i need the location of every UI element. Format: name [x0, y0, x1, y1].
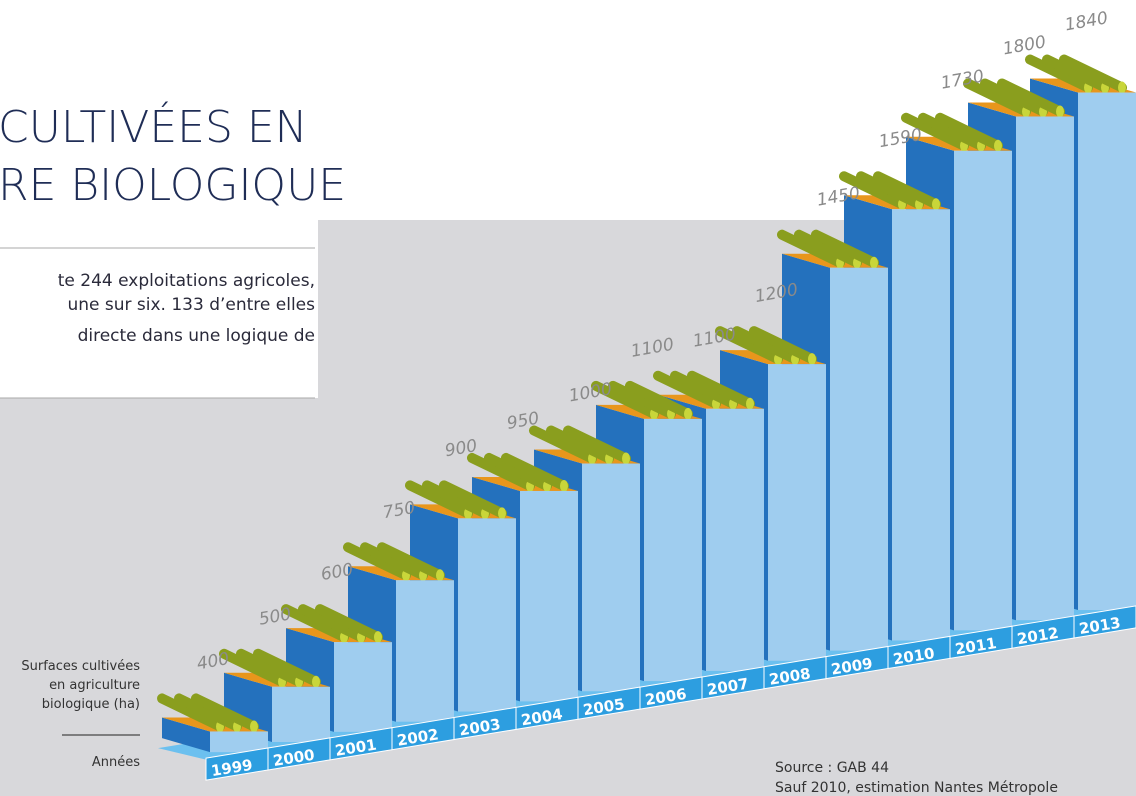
legend-text: en agriculture	[49, 678, 140, 693]
crop-decoration	[436, 569, 444, 581]
title: CULTIVÉES EN	[0, 100, 308, 153]
bar-front	[458, 518, 516, 711]
bar-front	[334, 642, 392, 732]
value-label: 1840	[1063, 8, 1109, 35]
crop-decoration	[808, 353, 816, 365]
bar-front	[830, 268, 888, 651]
crop-decoration	[932, 198, 940, 210]
value-label: 1800	[1001, 32, 1047, 59]
crop-decoration	[622, 453, 630, 465]
legend-text: Années	[92, 755, 140, 770]
bar-front	[768, 364, 826, 661]
legend-text: Surfaces cultivées	[21, 659, 140, 674]
bar-front	[1078, 93, 1136, 611]
intro-text: directe dans une logique de	[78, 326, 315, 346]
bar-front	[1016, 117, 1074, 621]
title: RE BIOLOGIQUE	[0, 160, 346, 211]
bar-front	[644, 419, 702, 681]
crop-decoration	[1056, 106, 1064, 118]
bar-front	[272, 687, 330, 742]
crop-decoration	[250, 720, 258, 732]
bar-front	[520, 491, 578, 701]
crop-decoration	[374, 631, 382, 643]
bar-front	[954, 151, 1012, 631]
source: Sauf 2010, estimation Nantes Métropole	[775, 780, 1058, 796]
infographic: CULTIVÉES EN RE BIOLOGIQUE te 244 exploi…	[0, 0, 1136, 796]
source: Source : GAB 44	[775, 760, 889, 776]
crop-decoration	[684, 408, 692, 420]
crop-decoration	[994, 140, 1002, 152]
crop-decoration	[560, 480, 568, 492]
bar-front	[706, 409, 764, 671]
bar-front	[582, 464, 640, 692]
crop-decoration	[1118, 82, 1126, 94]
bar-front	[396, 580, 454, 721]
bar-front	[892, 209, 950, 640]
crop-decoration	[746, 398, 754, 410]
crop-decoration	[870, 257, 878, 269]
crop-decoration	[498, 507, 506, 519]
crop-decoration	[312, 676, 320, 688]
legend-text: biologique (ha)	[42, 697, 140, 712]
intro-text: une sur six. 133 d’entre elles	[67, 295, 315, 315]
intro-text: te 244 exploitations agricoles,	[58, 271, 315, 291]
